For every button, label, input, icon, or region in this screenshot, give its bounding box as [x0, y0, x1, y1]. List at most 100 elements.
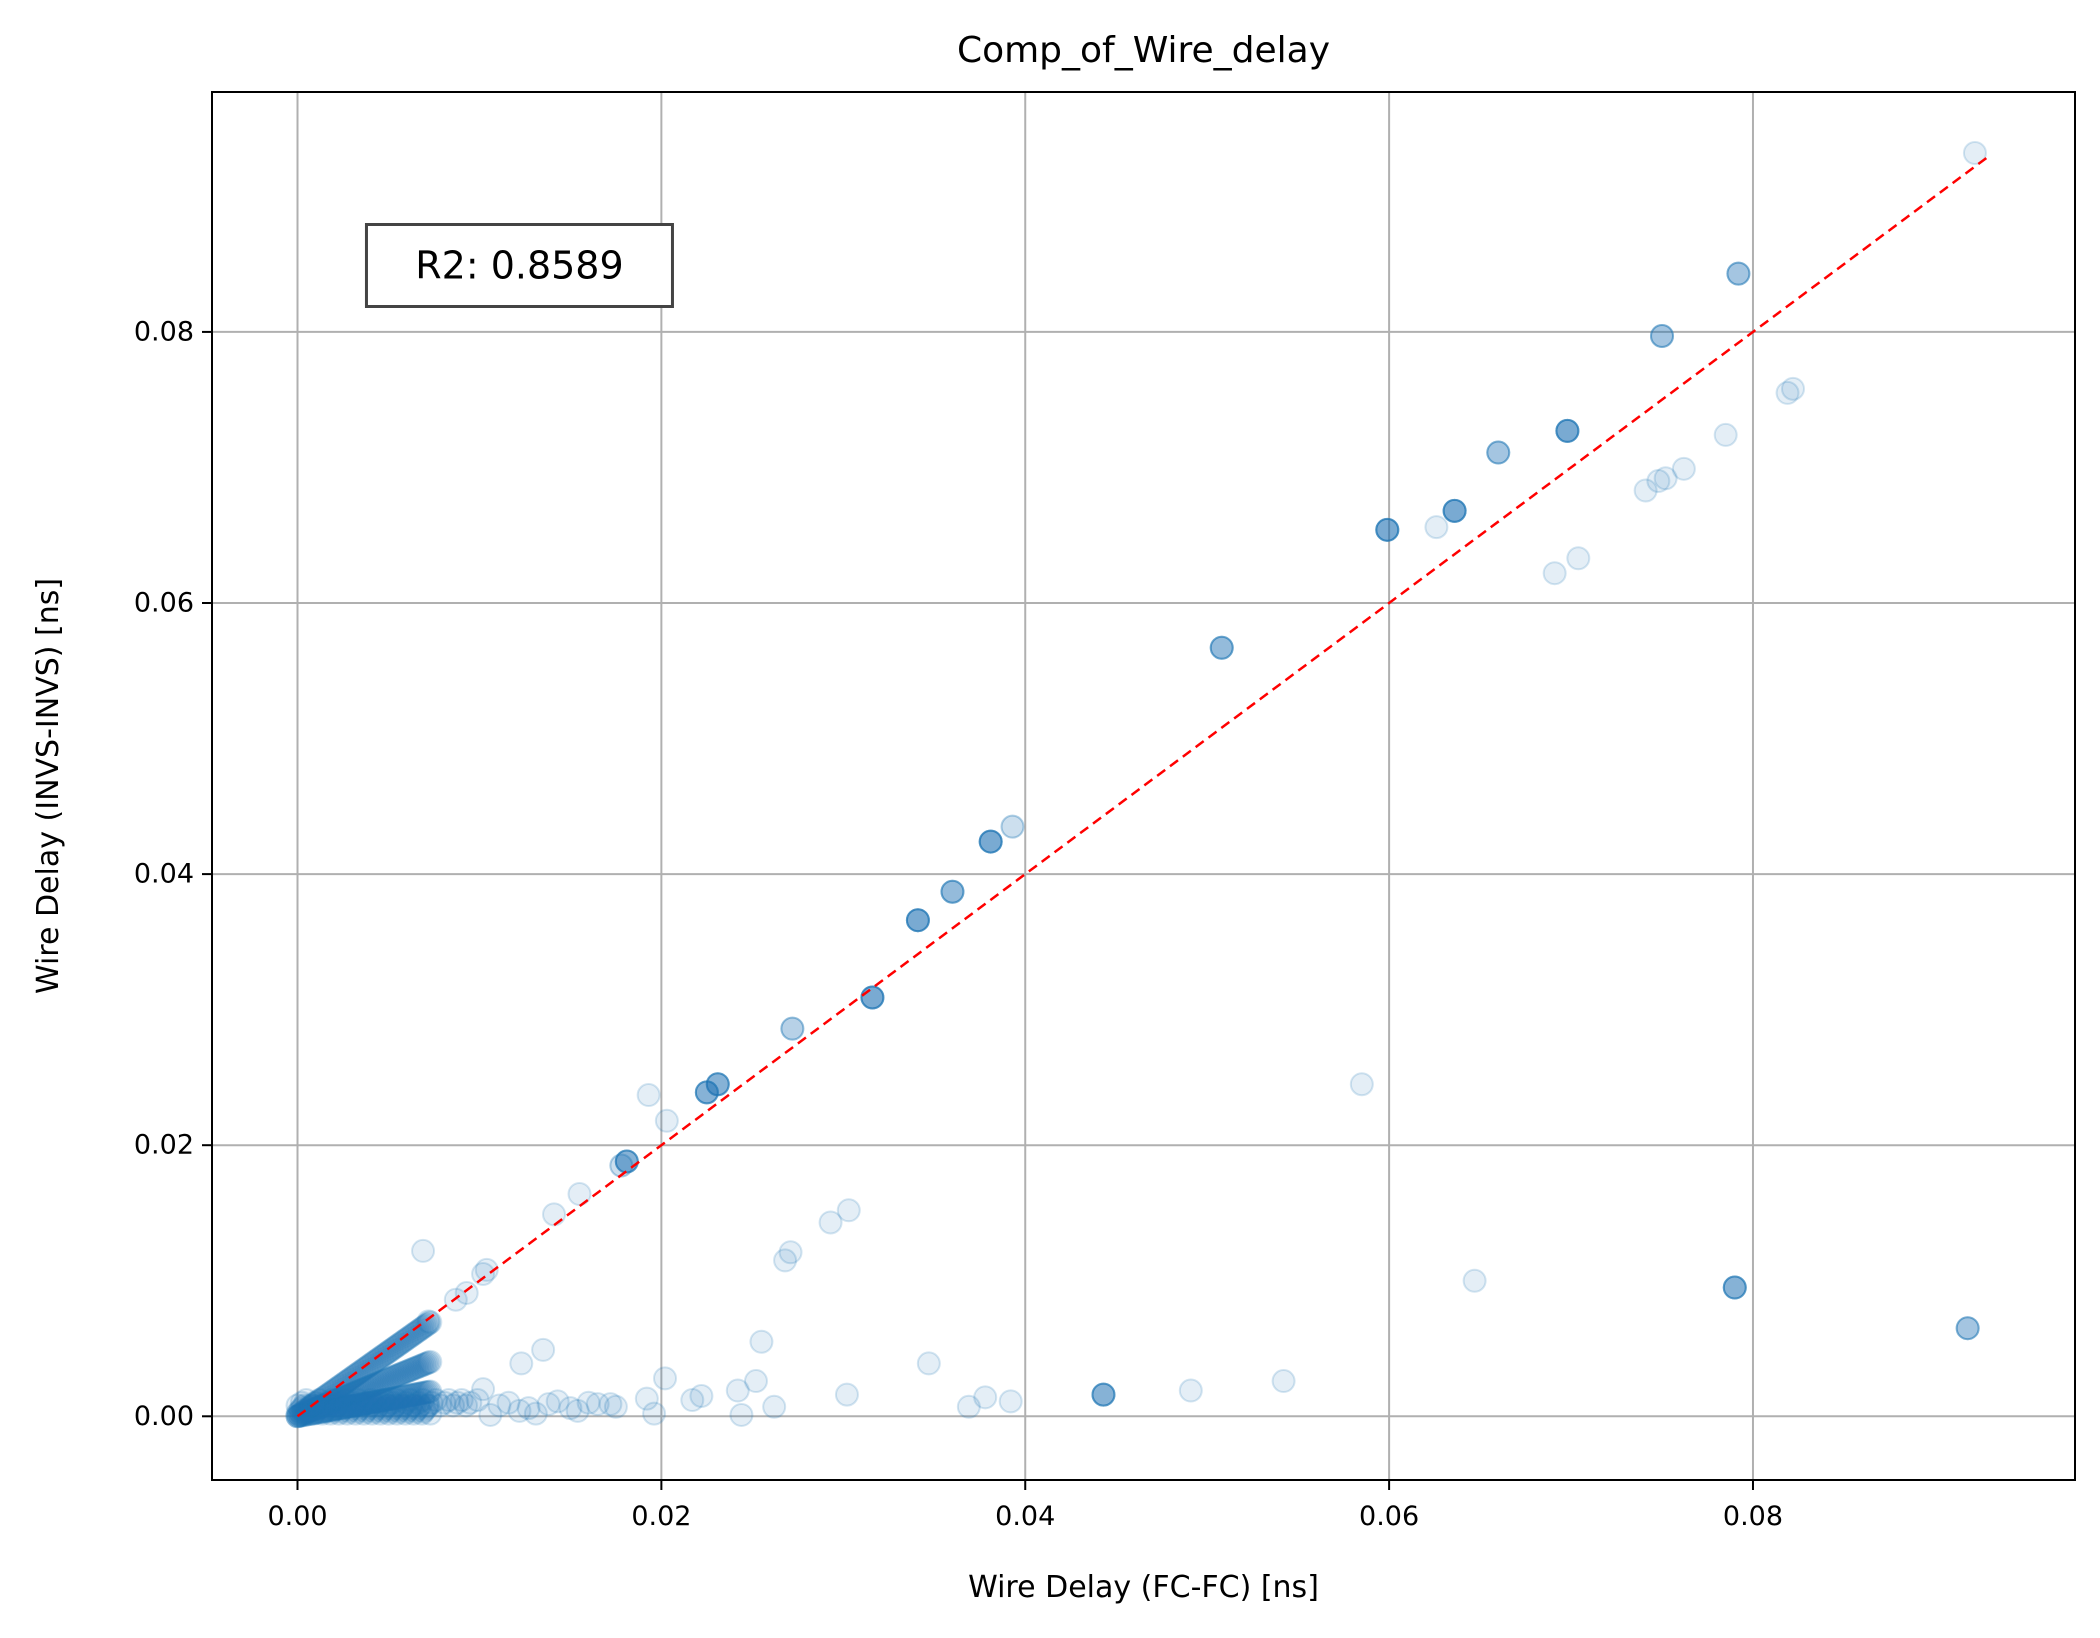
scatter-point [330, 1395, 355, 1420]
scatter-point [411, 1352, 436, 1377]
scatter-point [1633, 478, 1658, 503]
scatter-point [307, 1395, 332, 1420]
scatter-point [384, 1388, 409, 1413]
scatter-point [327, 1401, 352, 1426]
x-axis-label: Wire Delay (FC-FC) [ns] [968, 1570, 1319, 1605]
scatter-point [396, 1383, 421, 1408]
scatter-point [385, 1333, 410, 1358]
scatter-point [340, 1395, 365, 1420]
y-tick-label: 0.00 [134, 1401, 194, 1432]
scatter-point [1178, 1378, 1203, 1403]
scatter-point [1542, 561, 1567, 586]
scatter-point [373, 1342, 398, 1367]
scatter-point [391, 1393, 416, 1418]
scatter-point [365, 1347, 390, 1372]
scatter-point [1271, 1369, 1296, 1394]
scatter-point [297, 1402, 322, 1427]
scatter-point [860, 985, 885, 1010]
scatter-point [1091, 1382, 1116, 1407]
scatter-point [408, 1353, 433, 1378]
scatter-point [411, 1238, 436, 1263]
scatter-point [428, 1393, 453, 1418]
scatter-point [413, 1397, 438, 1422]
scatter-point [356, 1395, 381, 1420]
y-tick-label: 0.02 [134, 1130, 194, 1161]
scatter-point [313, 1397, 338, 1422]
scatter-point [413, 1313, 438, 1338]
scatter-point [940, 879, 965, 904]
scatter-point [307, 1400, 332, 1425]
scatter-point [416, 1350, 441, 1375]
scatter-point [1000, 814, 1025, 839]
scatter-point [406, 1395, 431, 1420]
scatter-point [1442, 498, 1467, 523]
scatter-point [410, 1401, 435, 1426]
scatter-point [1091, 1382, 1116, 1407]
scatter-point [298, 1398, 323, 1423]
scatter-point [642, 1401, 667, 1426]
scatter-point [1646, 469, 1671, 494]
scatter-point [441, 1393, 466, 1418]
scatter-point [341, 1393, 366, 1418]
scatter-point [376, 1401, 401, 1426]
scatter-point [401, 1356, 426, 1381]
scatter-point [415, 1312, 440, 1337]
scatter-point [315, 1398, 340, 1423]
scatter-point [378, 1338, 403, 1363]
scatter-point [328, 1390, 353, 1415]
scatter-point [398, 1358, 423, 1383]
scatter-point [416, 1311, 441, 1336]
scatter-point [1375, 517, 1400, 542]
scatter-point [905, 908, 930, 933]
scatter-point [1555, 418, 1580, 443]
chart-title: Comp_of_Wire_delay [957, 30, 1330, 71]
scatter-point [308, 1394, 333, 1419]
scatter-point [405, 1355, 430, 1380]
scatter-point [320, 1399, 345, 1424]
scatter-point [634, 1386, 659, 1411]
scatter-point [345, 1399, 370, 1424]
scatter-point [474, 1257, 499, 1282]
scatter-point [295, 1400, 320, 1425]
scatter-point [340, 1381, 365, 1406]
scatter-point [383, 1393, 408, 1418]
scatter-point [445, 1390, 470, 1415]
grid [212, 92, 2075, 1480]
scatter-point [940, 879, 965, 904]
scatter-point [361, 1399, 386, 1424]
scatter-point [345, 1393, 370, 1418]
scatter-point [371, 1343, 396, 1368]
scatter-point [680, 1388, 705, 1413]
scatter-point [1726, 261, 1751, 286]
scatter-point [1091, 1382, 1116, 1407]
scatter-point [1209, 635, 1234, 660]
scatter-point [353, 1399, 378, 1424]
annotation-box: R2: 0.8589 [364, 223, 674, 308]
scatter-point [376, 1387, 401, 1412]
scatter-point [386, 1399, 411, 1424]
scatter-point [368, 1388, 393, 1413]
scatter-point [353, 1376, 378, 1401]
scatter-point [393, 1401, 418, 1426]
scatter-point [416, 1379, 441, 1404]
scatter-point [336, 1383, 361, 1408]
scatter-point [380, 1386, 405, 1411]
scatter-point [531, 1337, 556, 1362]
scatter-point [325, 1393, 350, 1418]
scatter-point [317, 1398, 342, 1423]
scatter-point [292, 1393, 317, 1418]
scatter-point [317, 1393, 342, 1418]
scatter-point [1442, 498, 1467, 523]
scatter-point [1442, 498, 1467, 523]
scatter-point [340, 1394, 365, 1419]
scatter-point [308, 1399, 333, 1424]
scatter-point [398, 1383, 423, 1408]
scatter-point [401, 1401, 426, 1426]
x-tick-label: 0.06 [1359, 1501, 1419, 1532]
scatter-point [749, 1329, 774, 1354]
scatter-point [705, 1072, 730, 1097]
scatter-point [388, 1385, 413, 1410]
scatter-point [290, 1395, 315, 1420]
scatter-point [545, 1389, 570, 1414]
scatter-point [320, 1397, 345, 1422]
